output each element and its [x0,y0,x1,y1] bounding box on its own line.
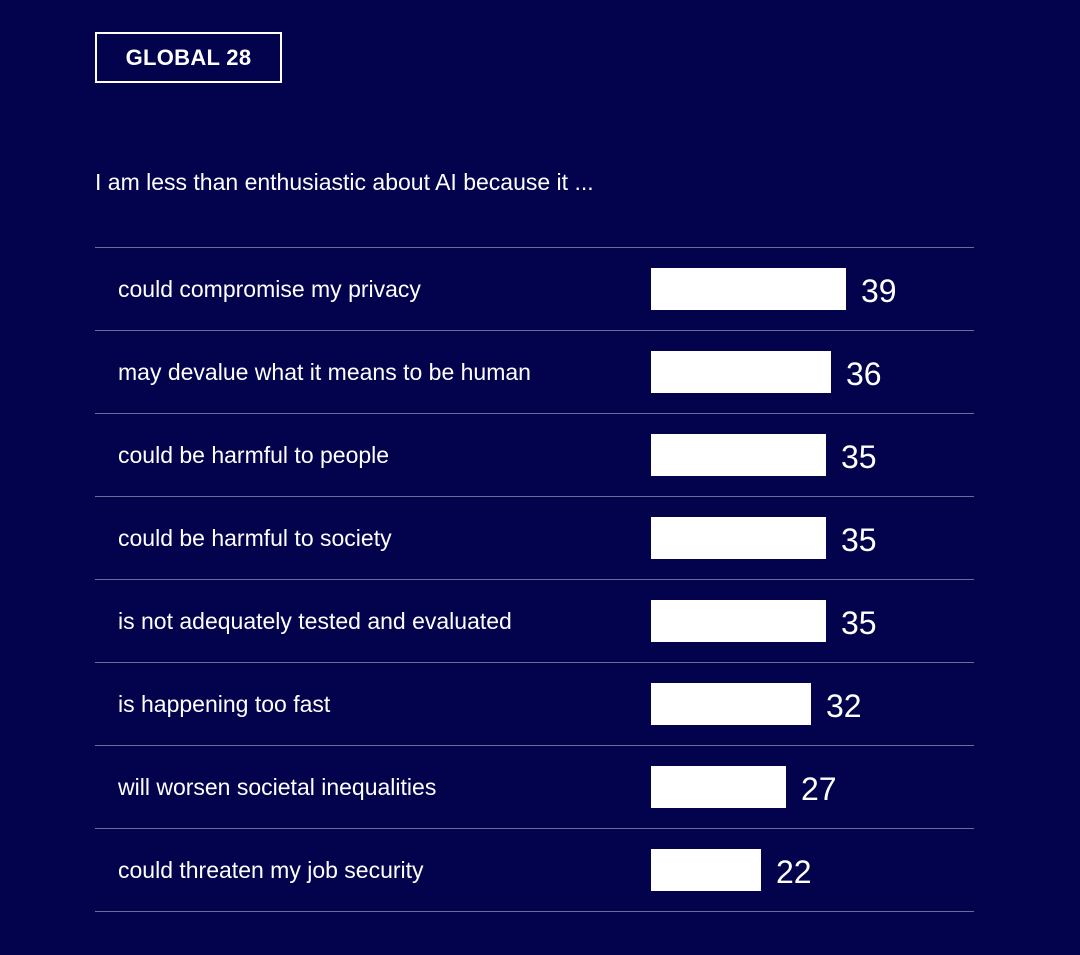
bar [651,351,831,393]
chart-row: could be harmful to society 35 [95,496,974,579]
category-label: could threaten my job security [118,857,424,883]
chart-row: may devalue what it means to be human 36 [95,330,974,413]
category-label: may devalue what it means to be human [118,359,531,385]
data-label: 27 [801,771,837,807]
data-label: 32 [826,688,862,724]
bar [651,600,826,642]
chart-title: I am less than enthusiastic about AI bec… [95,169,594,195]
chart-row: could compromise my privacy 39 [95,247,974,330]
category-label: could be harmful to society [118,525,392,551]
bar [651,268,846,310]
bar [651,434,826,476]
chart-row: will worsen societal inequalities 27 [95,745,974,828]
bar [651,683,811,725]
bar [651,849,761,891]
category-label: is happening too fast [118,691,331,717]
chart-row: could threaten my job security 22 [95,828,974,912]
data-label: 39 [861,273,897,309]
chart-row: could be harmful to people 35 [95,413,974,496]
global-28-badge: GLOBAL 28 [95,32,282,83]
category-label: could compromise my privacy [118,276,421,302]
bar [651,766,786,808]
category-label: will worsen societal inequalities [118,774,437,800]
data-label: 35 [841,605,877,641]
data-label: 35 [841,522,877,558]
bar-chart: could compromise my privacy 39 may devalue… [95,247,974,912]
category-label: could be harmful to people [118,442,390,468]
data-label: 35 [841,439,877,475]
bar [651,517,826,559]
data-label: 22 [776,854,812,890]
data-label: 36 [846,356,882,392]
chart-row: is not adequately tested and evaluated 35 [95,579,974,662]
chart-row: is happening too fast 32 [95,662,974,745]
category-label: is not adequately tested and evaluated [118,608,512,634]
